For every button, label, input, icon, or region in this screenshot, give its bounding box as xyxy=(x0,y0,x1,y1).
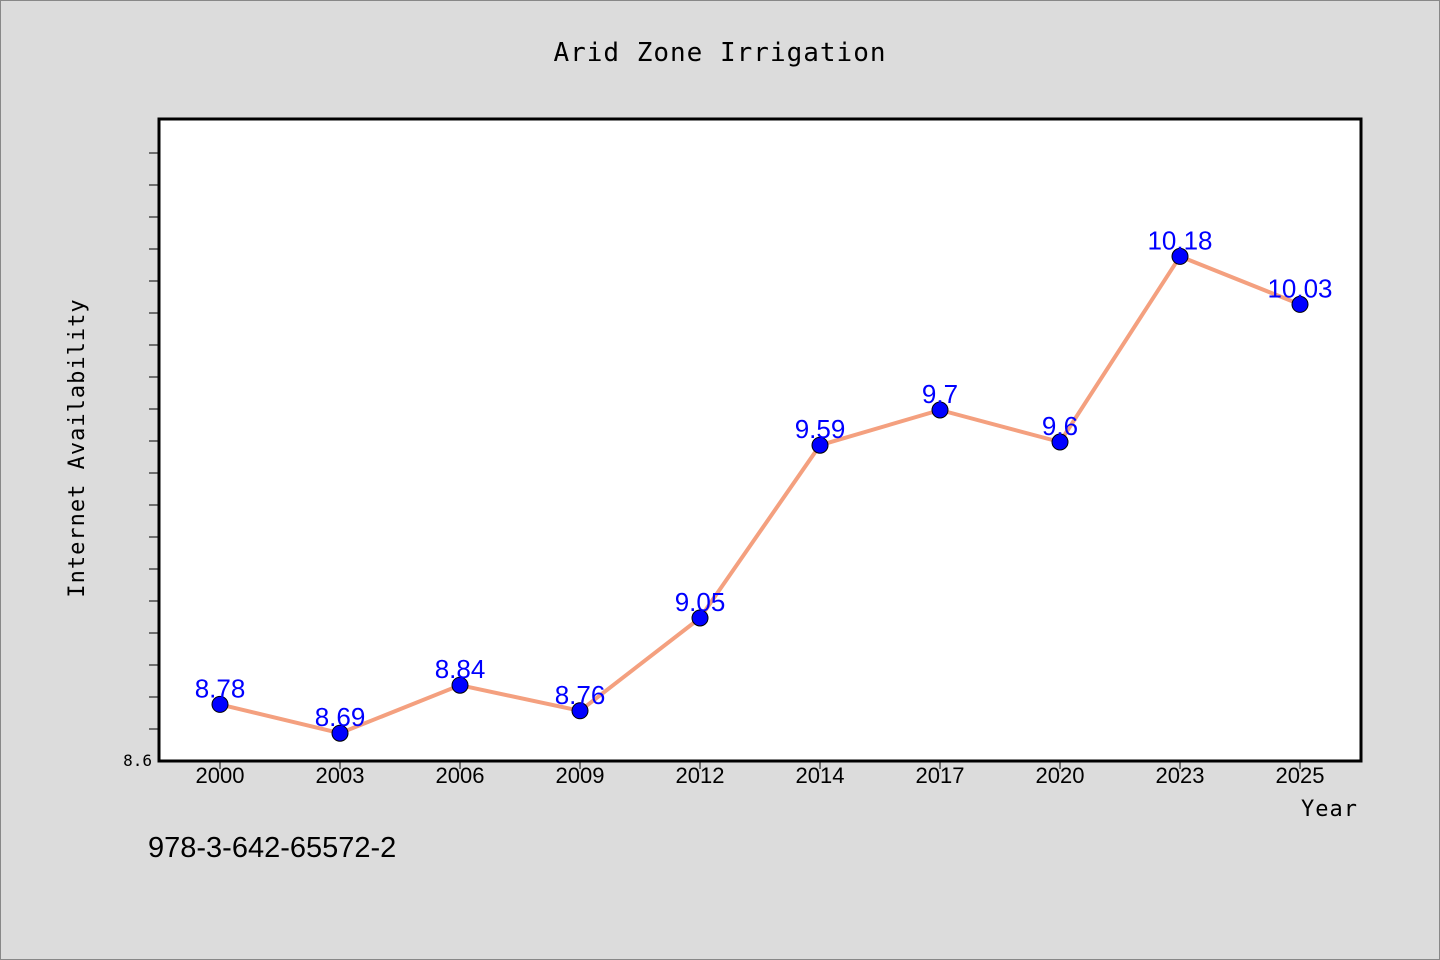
data-point xyxy=(211,695,229,713)
data-point xyxy=(451,676,469,694)
data-point xyxy=(1291,295,1309,313)
series-line xyxy=(219,254,1301,736)
data-point xyxy=(331,724,349,742)
data-label: 8.84 xyxy=(435,654,486,684)
data-label: 10.03 xyxy=(1267,273,1332,303)
chart-title: Arid Zone Irrigation xyxy=(553,38,886,68)
data-label: 8.76 xyxy=(555,680,606,710)
plot-area xyxy=(157,117,1363,763)
x-tick-label: 2014 xyxy=(796,763,845,788)
series-group: 8.78 8.69 8.84 8.76 9.05 9.59 9.7 9.6 10.18 10.03 xyxy=(195,225,1333,742)
y-axis-label: Internet Availability xyxy=(65,298,90,597)
x-axis-label: Year xyxy=(1301,797,1358,822)
data-point xyxy=(811,436,829,454)
x-tick-label: 2023 xyxy=(1156,763,1205,788)
x-axis-ticks: 2000 2003 2006 2009 2012 2014 2017 2020 2023 2025 xyxy=(196,761,1325,788)
x-tick-label: 2012 xyxy=(676,763,725,788)
x-tick-label: 2003 xyxy=(316,763,365,788)
data-point xyxy=(571,702,589,720)
data-label: 8.78 xyxy=(195,673,246,703)
data-label: 9.05 xyxy=(675,587,726,617)
x-tick-label: 2000 xyxy=(196,763,245,788)
data-label: 9.6 xyxy=(1042,411,1078,441)
x-tick-label: 2025 xyxy=(1276,763,1325,788)
data-point xyxy=(1171,247,1189,265)
data-label: 9.59 xyxy=(795,414,846,444)
x-tick-label: 2006 xyxy=(436,763,485,788)
data-label: 8.69 xyxy=(315,702,366,732)
x-tick-label: 2017 xyxy=(916,763,965,788)
y-tick-label: 8.6 xyxy=(123,751,152,770)
data-label: 10.18 xyxy=(1147,225,1212,255)
x-tick-label: 2020 xyxy=(1036,763,1085,788)
data-label: 9.7 xyxy=(922,379,958,409)
data-point xyxy=(1051,433,1069,451)
y-axis-ticks xyxy=(149,152,159,730)
data-point xyxy=(931,401,949,419)
data-point xyxy=(691,609,709,627)
isbn-text: 978-3-642-65572-2 xyxy=(148,832,397,864)
x-tick-label: 2009 xyxy=(556,763,605,788)
